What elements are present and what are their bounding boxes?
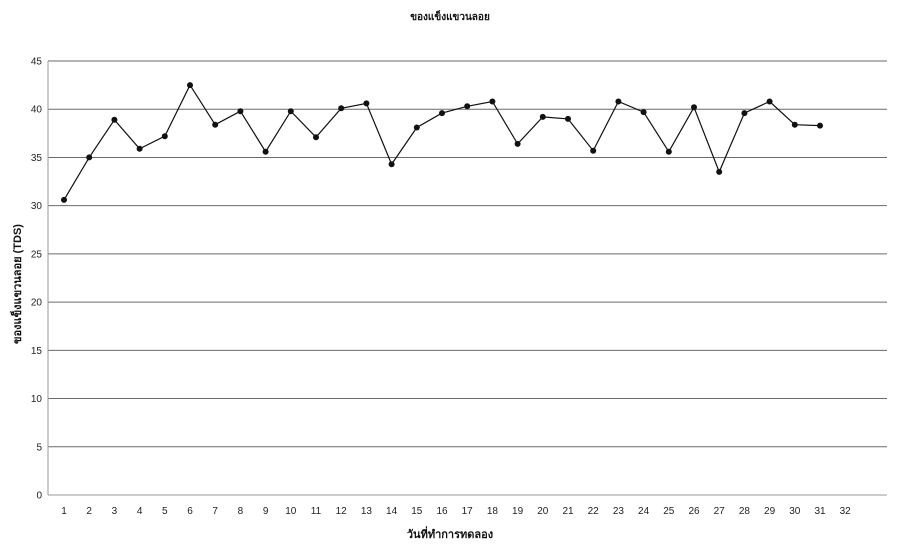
y-tick-label: 30 <box>31 201 43 212</box>
data-point <box>212 121 219 128</box>
data-point <box>363 100 370 107</box>
data-series <box>61 82 823 203</box>
x-tick-label: 22 <box>588 506 600 517</box>
data-point <box>741 110 748 117</box>
x-tick-label: 8 <box>238 506 244 517</box>
x-tick-label: 3 <box>112 506 118 517</box>
x-tick-label: 28 <box>739 506 751 517</box>
x-tick-label: 21 <box>562 506 574 517</box>
data-point <box>413 124 420 131</box>
y-axis-label: ของแข็งแขวนลอย (TDS) <box>10 224 24 344</box>
data-point <box>791 121 798 128</box>
data-point <box>439 110 445 117</box>
y-tick-label: 10 <box>31 394 43 405</box>
y-tick-label: 20 <box>31 298 43 309</box>
chart-title: ของแข็งแขวนลอย <box>410 9 490 23</box>
grid-lines <box>48 60 887 448</box>
x-tick-label: 7 <box>212 506 218 517</box>
y-tick-label: 15 <box>31 346 43 357</box>
x-tick-label: 13 <box>361 506 373 517</box>
series-line-0 <box>63 83 821 201</box>
x-tick-label: 18 <box>487 506 499 517</box>
x-tick-label: 12 <box>336 506 348 517</box>
data-point <box>187 82 193 89</box>
x-tick-label: 6 <box>187 506 193 517</box>
data-point <box>111 116 118 123</box>
data-point <box>590 147 597 154</box>
x-tick-label: 24 <box>638 506 650 517</box>
x-tick-label: 17 <box>462 506 474 517</box>
data-point <box>615 98 622 105</box>
data-point <box>565 115 571 122</box>
data-point <box>817 122 823 129</box>
x-tick-label: 27 <box>714 506 726 517</box>
x-tick-label: 16 <box>436 506 448 517</box>
data-point <box>313 134 319 141</box>
x-tick-label: 15 <box>411 506 423 517</box>
data-point <box>514 140 521 147</box>
data-point <box>766 98 773 105</box>
x-tick-label: 19 <box>512 506 524 517</box>
x-tick-label: 11 <box>311 506 322 517</box>
y-tick-label: 5 <box>36 442 42 453</box>
data-point <box>665 148 672 155</box>
x-tick-label: 26 <box>688 506 700 517</box>
x-tick-label: 10 <box>285 506 297 517</box>
data-point <box>86 154 93 161</box>
data-point <box>237 108 244 115</box>
data-point <box>262 148 269 155</box>
y-tick-label: 40 <box>31 105 43 116</box>
y-tick-label: 35 <box>31 153 43 164</box>
data-point <box>388 161 395 168</box>
x-tick-label: 14 <box>386 506 398 517</box>
y-tick-labels: 0 5 10 15 20 25 30 35 40 45 <box>31 57 43 502</box>
y-tick-label: 45 <box>31 57 43 68</box>
data-point <box>691 104 697 111</box>
x-tick-label: 30 <box>789 506 801 517</box>
data-point <box>136 145 143 152</box>
data-point <box>489 98 496 105</box>
x-tick-label: 9 <box>263 506 269 517</box>
x-tick-label: 31 <box>814 506 826 517</box>
x-tick-label: 1 <box>61 506 67 517</box>
x-axis-label: วันที่ทำการทดลอง <box>407 526 493 541</box>
x-tick-label: 23 <box>613 506 625 517</box>
x-tick-label: 5 <box>162 506 168 517</box>
x-tick-label: 29 <box>764 506 776 517</box>
y-tick-label: 25 <box>31 249 43 260</box>
data-point <box>338 105 345 112</box>
data-point <box>61 196 67 203</box>
x-tick-label: 2 <box>86 506 92 517</box>
data-point <box>161 133 168 140</box>
x-tick-labels: 1 2 3 4 5 6 7 8 9 10 11 12 13 14 15 16 17 18 19 20 21 22 23 24 2… <box>61 506 851 517</box>
data-point <box>464 103 471 110</box>
data-point <box>716 168 723 175</box>
data-point <box>539 113 546 120</box>
x-tick-label: 4 <box>137 506 143 517</box>
x-tick-label: 32 <box>840 506 852 517</box>
data-point <box>640 109 647 116</box>
data-point <box>287 108 294 115</box>
x-tick-label: 20 <box>537 506 549 517</box>
axes <box>47 61 887 496</box>
x-tick-label: 25 <box>663 506 675 517</box>
y-tick-label: 0 <box>36 491 42 502</box>
